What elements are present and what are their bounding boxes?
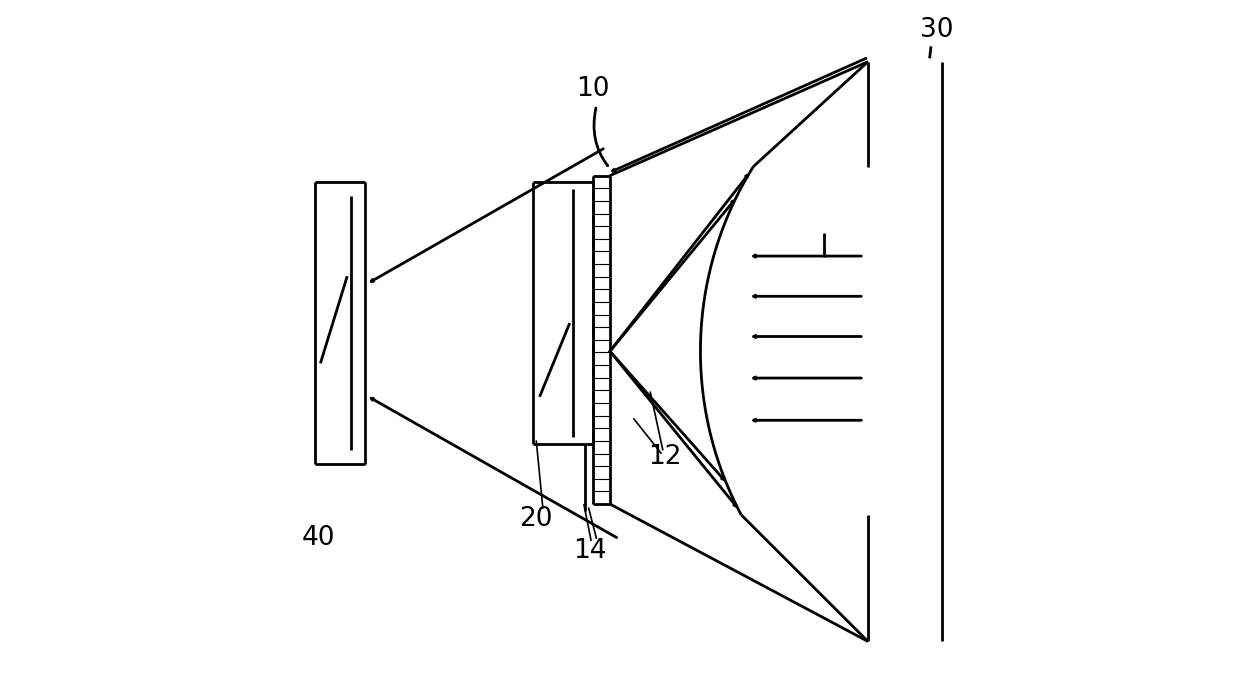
- Text: 20: 20: [520, 506, 553, 532]
- Text: 10: 10: [577, 75, 610, 102]
- Text: 30: 30: [920, 17, 954, 42]
- Text: 40: 40: [301, 524, 335, 551]
- Text: 14: 14: [573, 538, 606, 564]
- Text: 12: 12: [649, 444, 682, 470]
- FancyArrowPatch shape: [594, 108, 608, 166]
